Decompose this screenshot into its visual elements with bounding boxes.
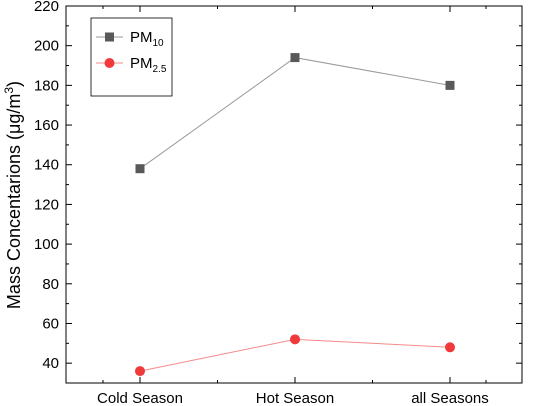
- y-tick-label: 180: [34, 77, 59, 94]
- legend-marker-square: [105, 32, 114, 42]
- legend-label-base: PM: [130, 29, 153, 46]
- legend-label-subscript: 10: [153, 38, 165, 49]
- series-pm10: [135, 53, 455, 174]
- series-pm25: [135, 334, 455, 377]
- y-tick-label: 100: [34, 236, 59, 253]
- data-point-circle: [135, 366, 145, 377]
- legend-label-subscript: 2.5: [153, 64, 167, 75]
- y-tick-label: 40: [42, 355, 59, 372]
- y-tick-label: 160: [34, 117, 59, 134]
- x-tick-label: Hot Season: [256, 390, 334, 406]
- legend-label: PM2.5: [130, 55, 167, 75]
- y-tick-label: 140: [34, 157, 59, 174]
- data-point-circle: [445, 342, 455, 353]
- series-line: [139, 57, 451, 170]
- legend-box: [90, 17, 173, 97]
- y-tick-label: 60: [42, 315, 59, 332]
- legend-marker-circle: [104, 58, 115, 68]
- y-tick-label: 120: [34, 196, 59, 213]
- series-layer: [135, 53, 455, 377]
- data-point-circle: [290, 334, 300, 345]
- data-point-square: [445, 80, 455, 90]
- plot-frame: [65, 5, 523, 384]
- y-tick-label: 220: [34, 0, 59, 15]
- y-tick-label: 80: [42, 276, 59, 293]
- x-tick-label: Cold Season: [97, 390, 183, 406]
- y-axis-title-superscript: 3: [2, 87, 16, 94]
- legend-label: PM10: [130, 29, 164, 49]
- y-tick-label: 200: [34, 38, 59, 55]
- data-point-square: [290, 53, 300, 63]
- axes: 40 60 80 100 120 140 160 180 200 220 Cold Season Ho…: [34, 0, 523, 406]
- x-tick-label: all Seasons: [411, 390, 489, 406]
- y-axis-title: Mass Concentarions (μg/m3): [2, 81, 24, 309]
- legend-label-base: PM: [130, 55, 153, 72]
- data-point-square: [135, 164, 145, 174]
- y-axis-title-close: ): [4, 81, 24, 87]
- y-axis-title-base: Mass Concentarions (μg/m: [4, 94, 24, 309]
